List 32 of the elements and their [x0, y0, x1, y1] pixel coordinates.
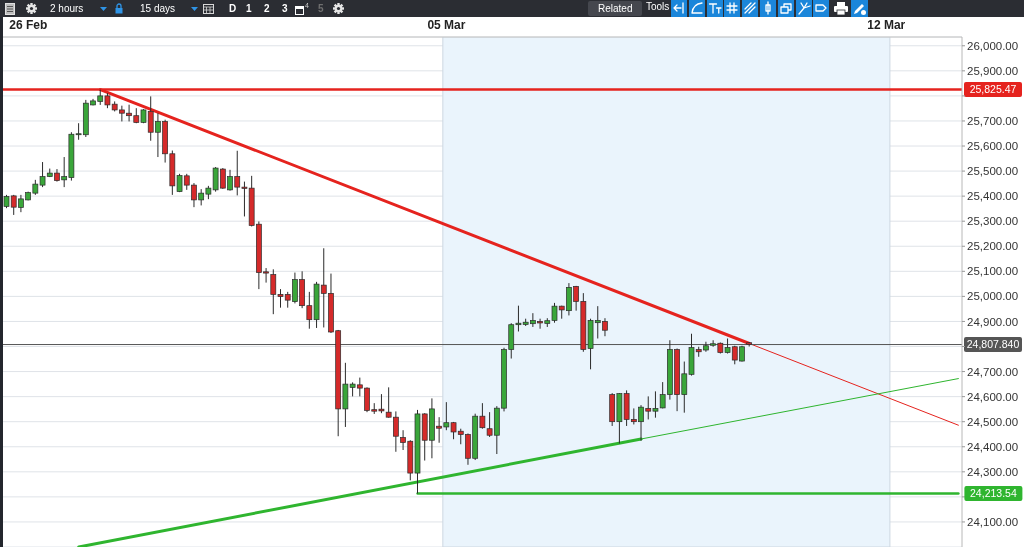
y-tick-label: 24,300.00	[967, 465, 1019, 478]
y-tick-label: 24,700.00	[967, 365, 1019, 378]
ref-line-label: 24,807.840	[966, 338, 1020, 351]
y-tick-label: 25,300.00	[967, 215, 1019, 228]
text: 3	[282, 3, 288, 15]
y-tick-label: 25,500.00	[967, 165, 1019, 178]
y-tick-label: 24,900.00	[967, 315, 1019, 328]
ref-line-label: 25,825.47	[969, 83, 1017, 96]
y-tick-label: 25,700.00	[967, 115, 1019, 128]
text: 1	[246, 3, 252, 15]
text: D	[229, 3, 237, 15]
text: 2	[264, 3, 270, 15]
y-tick-label: 26,000.00	[967, 39, 1019, 52]
y-tick-label: 25,400.00	[967, 190, 1019, 203]
y-tick-label: 24,400.00	[967, 440, 1019, 453]
text: 2 hours	[50, 3, 84, 15]
y-tick-label: 25,100.00	[967, 265, 1019, 278]
x-tick-label: 26 Feb	[9, 18, 48, 32]
text: Tools	[646, 1, 670, 13]
x-tick-label: 12 Mar	[867, 18, 906, 32]
y-tick-label: 24,500.00	[967, 415, 1019, 428]
x-tick-label: 05 Mar	[427, 18, 466, 32]
text: Related	[598, 3, 633, 15]
y-tick-label: 25,000.00	[967, 290, 1019, 303]
text: 5	[318, 3, 324, 15]
y-tick-label: 24,100.00	[967, 516, 1019, 529]
y-tick-label: 25,600.00	[967, 140, 1019, 153]
y-tick-label: 24,600.00	[967, 390, 1019, 403]
text: 15 days	[140, 3, 176, 15]
y-tick-label: 25,200.00	[967, 240, 1019, 253]
series-label: 24,213.54	[970, 487, 1017, 500]
y-tick-label: 25,900.00	[967, 64, 1019, 77]
